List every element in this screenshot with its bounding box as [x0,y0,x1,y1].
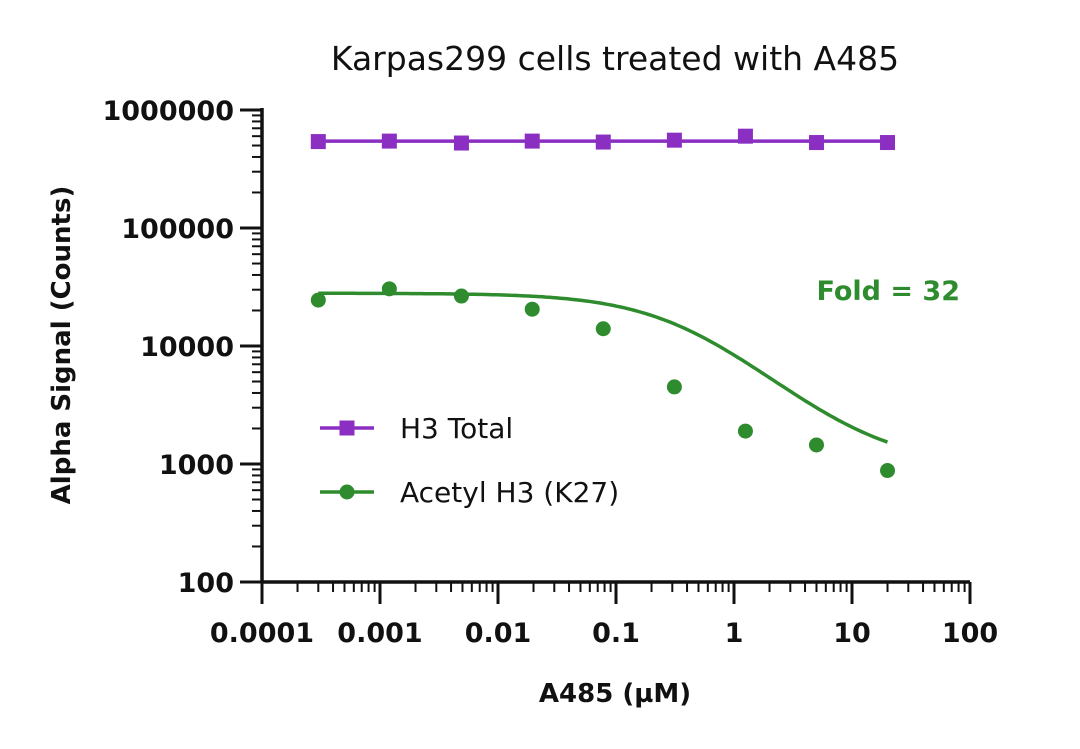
data-points [310,128,896,479]
y-tick-label: 100 [178,568,234,599]
chart-title: Karpas299 cells treated with A485 [331,39,899,78]
x-axis-title: A485 (µM) [539,679,691,709]
acetyl-h3-point [310,292,326,308]
legend-label: Acetyl H3 (K27) [400,476,619,509]
h3-total-point [524,133,540,149]
h3-total-point [453,135,469,151]
x-tick-label: 100 [942,618,998,649]
acetyl-h3-point [737,423,753,439]
y-tick-label: 10000 [140,332,234,363]
h3-total-point [880,135,896,151]
x-tick-label: 10 [833,618,871,649]
legend-circle-marker [339,484,355,500]
x-tick-label: 0.01 [465,618,532,649]
y-tick-label: 1000000 [102,96,234,127]
acetyl-h3-point [880,463,896,479]
y-tick-label: 1000 [159,450,234,481]
acetyl-h3-point [381,281,397,297]
h3-total-point [808,135,824,151]
x-tick-label: 0.001 [337,618,422,649]
acetyl-h3-point [524,301,540,317]
x-tick-label: 0.0001 [210,618,314,649]
fold-annotation: Fold = 32 [817,276,960,307]
acetyl-h3-point [453,288,469,304]
axes: 100 1000 10000 100000 1000000 0.0001 0.001 0.01… [102,96,998,649]
x-tick-label: 1 [725,618,744,649]
h3-total-point [737,128,753,144]
legend-square-marker [339,420,355,436]
legend-label: H3 Total [400,412,513,445]
h3-total-point [310,134,326,150]
y-tick-label: 100000 [121,214,234,245]
fit-curves [318,139,889,444]
y-axis-title: Alpha Signal (Counts) [47,186,77,505]
acetyl-h3-fit-curve [318,291,889,444]
x-tick-label: 0.1 [592,618,640,649]
acetyl-h3-point [595,321,611,337]
acetyl-h3-point [666,379,682,395]
h3-total-point [666,132,682,148]
h3-total-point [595,134,611,150]
h3-total-point [381,133,397,149]
acetyl-h3-point [808,437,824,453]
legend: H3 Total Acetyl H3 (K27) [320,412,619,509]
annotations: Fold = 32 [817,276,960,307]
